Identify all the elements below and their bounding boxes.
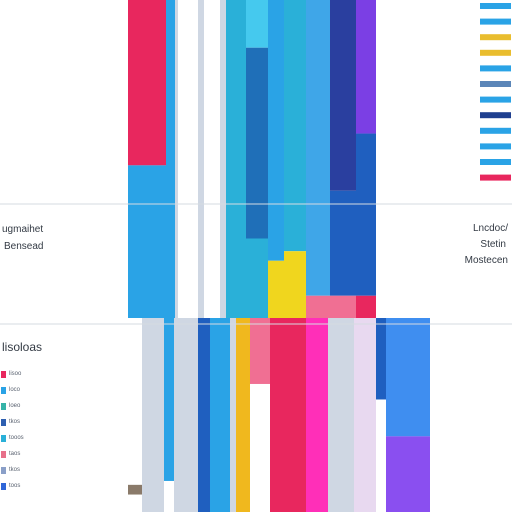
right-swatch-1 (480, 18, 511, 25)
right-swatch-4 (480, 65, 511, 72)
top-bar-9-segment-0 (268, 0, 284, 261)
top-bar-8-segment-1 (246, 47, 268, 239)
right-swatch-5 (480, 81, 511, 87)
bottom-bar-0-segment-0 (128, 318, 142, 485)
top-bar-10-segment-1 (284, 251, 306, 318)
legend-swatch (1, 386, 6, 394)
right-swatch-10 (480, 159, 511, 165)
top-bar-1-segment-0 (166, 0, 175, 318)
right-swatch-11 (480, 174, 511, 181)
top-bar-3-segment-0 (178, 0, 198, 318)
left-label-1: ugmaihet (2, 224, 44, 235)
bottom-bar-1-segment-0 (142, 318, 164, 512)
bottom-bar-4-segment-0 (198, 318, 210, 512)
bottom-bar-7-segment-0 (236, 318, 250, 512)
top-bar-13-segment-0 (356, 0, 376, 134)
legend-item: lisoo (1, 366, 24, 382)
bottom-bar-6-segment-0 (230, 318, 236, 512)
legend-item: loeo (1, 398, 24, 414)
top-bar-12-segment-2 (330, 295, 356, 318)
bottom-bar-3-segment-0 (174, 318, 198, 512)
top-bar-8-segment-0 (246, 0, 268, 48)
right-swatch-9 (480, 143, 511, 150)
legend-title: lisoloas (2, 340, 43, 354)
legend-item: tooos (1, 430, 24, 446)
right-swatch-7 (480, 112, 511, 119)
bottom-bar-9-segment-0 (270, 318, 288, 512)
bottom-bar-14-segment-0 (376, 318, 386, 400)
legend: lisoo loco loeo tkos tooos taos tkos toos (1, 366, 24, 494)
right-swatch-2 (480, 34, 511, 41)
legend-label: taos (9, 451, 21, 457)
right-label-1: Lncdoc/ (472, 223, 508, 234)
legend-swatch (1, 418, 6, 426)
top-bar-2-segment-0 (175, 0, 178, 318)
legend-label: toos (9, 483, 21, 489)
top-bar-10-segment-0 (284, 0, 306, 252)
top-panel (128, 0, 376, 318)
bottom-bar-13-segment-0 (354, 318, 376, 512)
bottom-bar-8-segment-0 (250, 318, 270, 384)
top-bar-4-segment-0 (198, 0, 204, 318)
right-label-2: Stetin (480, 239, 506, 250)
top-bar-11-segment-1 (306, 295, 330, 318)
legend-item: loco (1, 382, 24, 398)
top-bar-0-segment-0 (128, 0, 166, 166)
legend-item: tkos (1, 462, 24, 478)
bottom-bar-2-segment-0 (164, 318, 174, 481)
right-swatch-3 (480, 49, 511, 56)
top-bar-6-segment-0 (220, 0, 226, 318)
bottom-bar-12-segment-0 (328, 318, 354, 512)
bottom-bar-5-segment-0 (210, 318, 230, 512)
bottom-bar-10-segment-0 (288, 318, 306, 512)
top-bar-0-segment-1 (128, 165, 166, 318)
legend-item: taos (1, 446, 24, 462)
legend-label: tkos (9, 419, 21, 425)
top-bar-12-segment-1 (330, 190, 356, 296)
top-bar-13-segment-1 (356, 133, 376, 296)
right-swatch-8 (480, 127, 511, 134)
left-label-2: Bensead (4, 241, 44, 252)
legend-swatch (1, 466, 6, 474)
top-bar-11-segment-0 (306, 0, 330, 296)
legend-item: toos (1, 478, 24, 494)
right-swatch-6 (480, 96, 511, 103)
top-bar-8-segment-2 (246, 238, 268, 318)
legend-swatch (1, 402, 6, 410)
right-swatch-0 (480, 3, 511, 9)
legend-swatch (1, 370, 6, 378)
top-bar-7-segment-0 (226, 0, 246, 318)
top-bar-9-segment-1 (268, 260, 284, 318)
bottom-bar-15-segment-0 (386, 318, 430, 437)
right-label-3: Mostecen (464, 255, 508, 266)
bottom-panel (128, 318, 430, 512)
bottom-bar-11-segment-0 (306, 318, 328, 512)
legend-item: tkos (1, 414, 24, 430)
top-bar-13-segment-2 (356, 295, 376, 318)
legend-swatch (1, 482, 6, 490)
bottom-bar-0-segment-1 (128, 484, 142, 495)
bottom-bar-15-segment-1 (386, 436, 430, 512)
legend-label: lisoo (9, 371, 22, 377)
legend-label: tkos (9, 467, 21, 473)
legend-label: tooos (9, 435, 24, 441)
legend-swatch (1, 450, 6, 458)
right-swatch-legend (480, 3, 511, 181)
legend-swatch (1, 434, 6, 442)
legend-label: loeo (9, 403, 21, 409)
top-bar-5-segment-0 (204, 0, 220, 318)
legend-label: loco (9, 387, 21, 393)
top-bar-12-segment-0 (330, 0, 356, 191)
